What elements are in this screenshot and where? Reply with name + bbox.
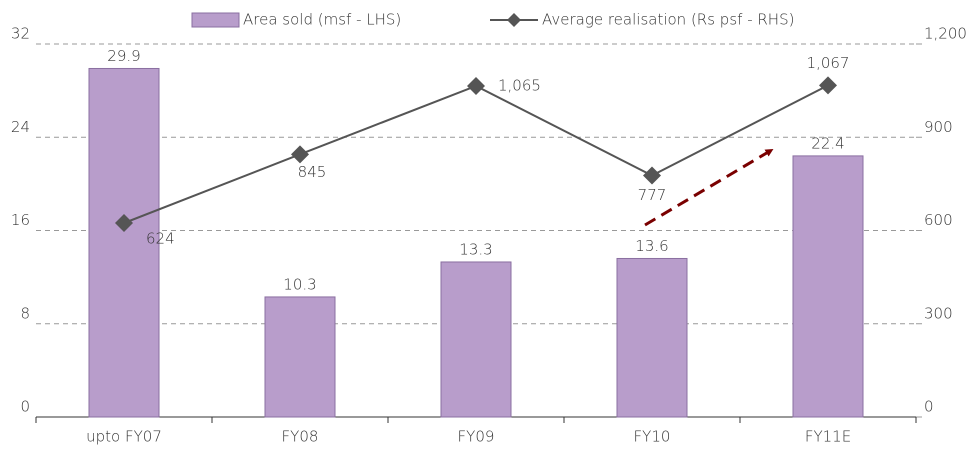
bar-value-label: 13.6	[635, 237, 668, 255]
line-value-label: 1,065	[498, 76, 541, 94]
y2-tick-label: 1,200	[924, 25, 967, 43]
y2-tick-label: 300	[924, 304, 953, 322]
bar	[616, 257, 688, 418]
bar-value-label: 22.4	[811, 134, 844, 152]
y-tick-label: 32	[11, 25, 30, 43]
bar	[264, 296, 336, 418]
line-marker	[291, 145, 309, 164]
bar-value-label: 10.3	[283, 275, 316, 293]
y-tick-label: 24	[11, 118, 30, 136]
line-marker	[115, 214, 133, 233]
line-value-label: 1,067	[807, 54, 850, 72]
bar-value-label: 29.9	[107, 47, 140, 65]
bar	[440, 261, 512, 418]
x-tick-label: FY11E	[805, 428, 851, 446]
bar	[88, 67, 160, 418]
legend-swatch-marker	[507, 13, 521, 27]
bar-value-label: 13.3	[459, 240, 492, 258]
legend-swatch-bar	[191, 12, 240, 28]
y2-tick-label: 0	[924, 398, 934, 416]
line-value-label: 777	[638, 186, 667, 204]
x-tick-label: upto FY07	[86, 428, 162, 446]
x-tick-label: FY08	[282, 428, 319, 446]
bar	[792, 155, 864, 418]
y2-tick-label: 900	[924, 118, 953, 136]
y-tick-label: 0	[20, 398, 30, 416]
y-tick-label: 8	[20, 304, 30, 322]
y-tick-label: 16	[11, 211, 30, 229]
line-marker	[819, 76, 837, 95]
line	[123, 84, 829, 224]
legend-label: Average realisation (Rs psf - RHS)	[542, 11, 794, 29]
legend-label: Area sold (msf - LHS)	[243, 11, 401, 29]
x-tick-label: FY10	[634, 428, 671, 446]
line-marker	[467, 76, 485, 95]
line-value-label: 845	[298, 163, 327, 181]
line-marker	[643, 166, 661, 185]
y2-tick-label: 600	[924, 211, 953, 229]
x-tick-label: FY09	[458, 428, 495, 446]
trend-arrow	[644, 148, 774, 227]
line-value-label: 624	[146, 230, 175, 248]
